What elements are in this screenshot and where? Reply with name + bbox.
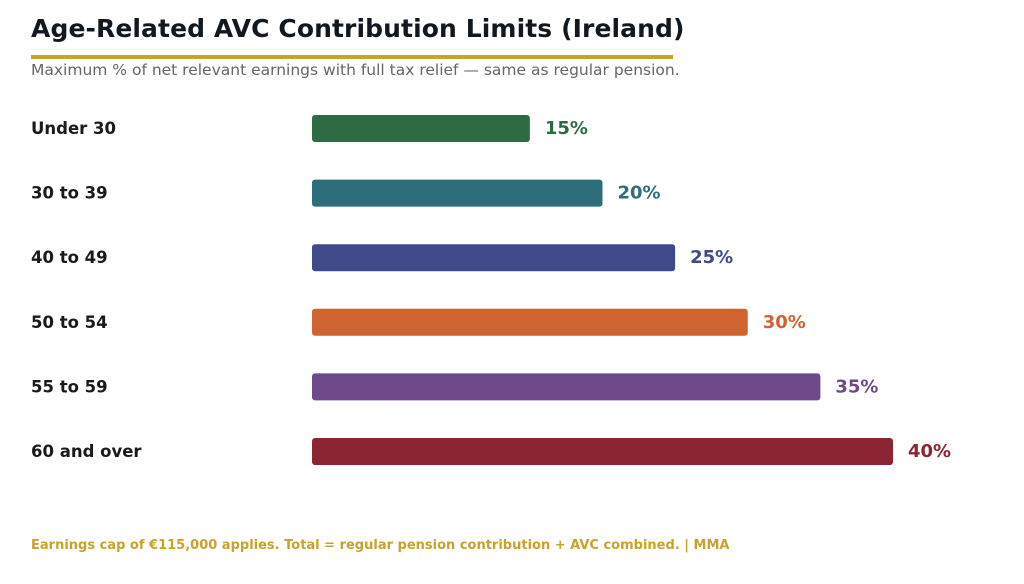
chart-subtitle: Maximum % of net relevant earnings with …: [31, 61, 680, 79]
chart-title: Age-Related AVC Contribution Limits (Ire…: [31, 14, 685, 43]
category-label: 55 to 59: [31, 377, 108, 396]
category-label: 50 to 54: [31, 313, 108, 332]
bar: [312, 244, 676, 272]
value-label: 30%: [763, 312, 806, 333]
value-label: 40%: [908, 441, 951, 462]
bar: [312, 179, 603, 207]
value-label: 15%: [545, 118, 588, 139]
bar: [312, 373, 821, 401]
footer-note: Earnings cap of €115,000 applies. Total …: [31, 538, 730, 553]
bar: [312, 308, 748, 336]
bar: [312, 115, 530, 142]
value-label: 35%: [835, 376, 878, 397]
title-underline: [31, 55, 673, 59]
value-label: 25%: [690, 247, 733, 268]
category-label: 30 to 39: [31, 184, 108, 203]
category-label: 40 to 49: [31, 248, 108, 267]
value-label: 20%: [618, 183, 661, 204]
category-label: Under 30: [31, 119, 116, 138]
bar: [312, 438, 893, 465]
category-label: 60 and over: [31, 442, 142, 461]
